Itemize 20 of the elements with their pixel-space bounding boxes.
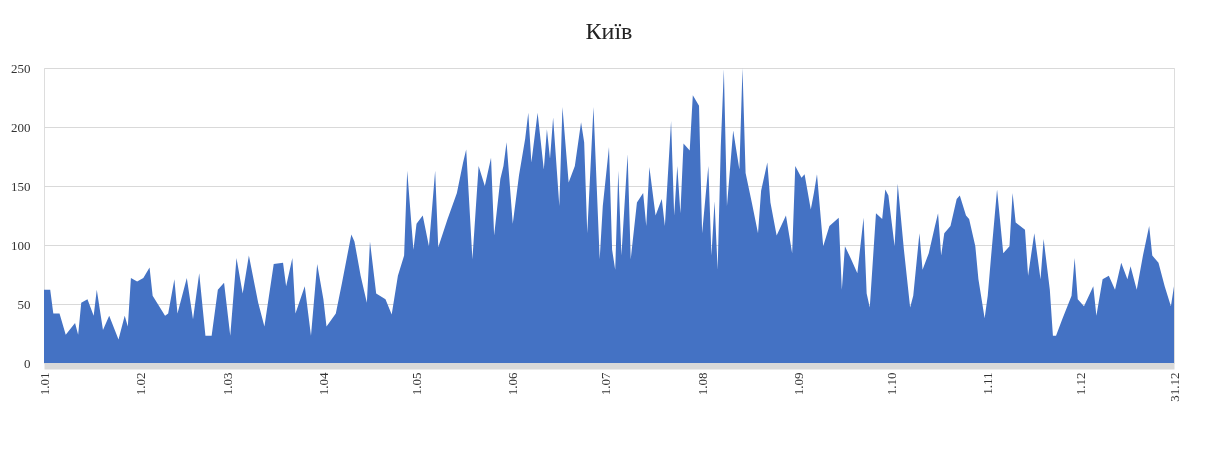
x-tick-label: 1.02: [132, 372, 148, 396]
y-tick-label: 250: [11, 60, 31, 76]
x-tick-label: 1.08: [694, 372, 710, 396]
x-tick-label: 1.12: [1073, 372, 1089, 396]
x-tick-label: 1.11: [980, 372, 996, 395]
x-tick-label: 1.04: [315, 372, 331, 396]
chart-title: Київ: [585, 18, 633, 44]
x-tick-label: 1.10: [884, 372, 899, 396]
x-tick-label: 1.07: [598, 372, 614, 396]
y-tick-label: 150: [11, 178, 31, 194]
x-tick-label: 31.12: [1166, 372, 1182, 402]
x-tick-label: 1.01: [36, 372, 52, 396]
x-tick-label: 1.03: [219, 372, 235, 396]
y-tick-label: 50: [17, 296, 31, 312]
x-tick-label: 1.06: [505, 372, 521, 396]
y-tick-label: 100: [11, 237, 31, 253]
y-tick-label: 200: [11, 119, 31, 135]
x-tick-label: 1.05: [409, 372, 425, 396]
y-tick-label: 0: [24, 355, 31, 371]
x-tick-label: 1.09: [790, 372, 806, 396]
